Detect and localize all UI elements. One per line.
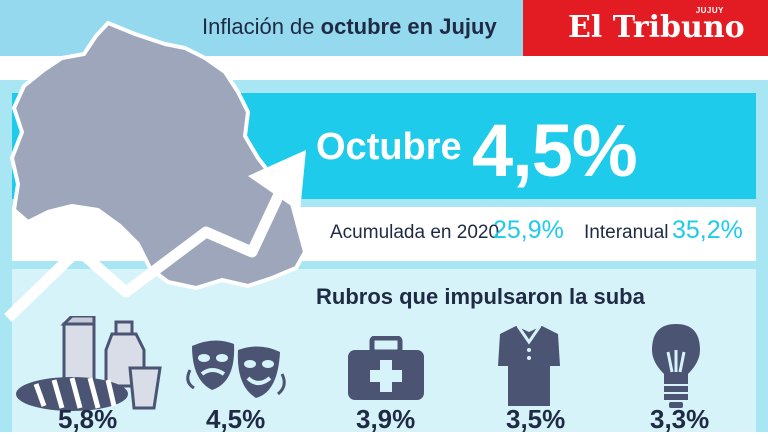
accumulated-label: Acumulada en 2020	[330, 222, 500, 243]
interanual-label: Interanual	[584, 222, 669, 243]
accumulated-value: 25,9%	[493, 216, 564, 244]
rubro-culture-value: 4,5%	[206, 404, 266, 434]
trend-arrow-line	[4, 185, 287, 322]
header: Inflación de octubre en Jujuy JUJUY El T…	[0, 0, 768, 56]
rubro-health-value: 3,9%	[356, 404, 416, 434]
brand-sub: JUJUY	[695, 6, 724, 15]
month-label: Octubre	[316, 126, 462, 168]
rubro-housing-value: 3,3%	[650, 404, 710, 434]
rubros-title: Rubros que impulsaron la suba	[316, 284, 645, 309]
light-bulb-icon	[652, 324, 700, 408]
headline: Inflación de octubre en Jujuy	[202, 14, 497, 40]
rubro-clothing-value: 3,5%	[506, 404, 566, 434]
theater-masks-icon	[186, 340, 286, 398]
brand-logo: JUJUY El Tribuno	[523, 0, 768, 56]
rubro-food-value: 5,8%	[58, 404, 118, 434]
trend-arrow-head	[248, 150, 306, 212]
interanual-value: 35,2%	[672, 216, 743, 244]
food-icon	[16, 316, 162, 411]
headline-bold: octubre en Jujuy	[320, 14, 497, 39]
month-value: 4,5%	[472, 109, 638, 192]
jujuy-map-shape	[10, 21, 307, 290]
shirt-icon	[498, 325, 560, 406]
medical-kit-icon	[348, 336, 424, 400]
brand-name: El Tribuno	[568, 10, 745, 45]
headline-prefix: Inflación de	[202, 14, 321, 39]
